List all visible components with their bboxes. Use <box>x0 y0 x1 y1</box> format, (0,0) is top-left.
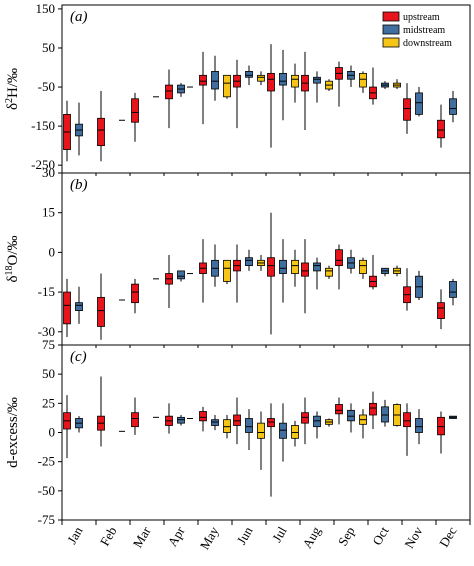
box-upstream <box>233 414 241 426</box>
y-tick-label: 25 <box>42 395 55 410</box>
box-upstream <box>437 119 445 139</box>
box-midstream <box>279 259 287 274</box>
box-midstream <box>177 270 185 280</box>
box-downstream <box>223 259 231 282</box>
y-axis-label: d-excess/‰ <box>5 397 21 468</box>
y-tick-label: -25 <box>38 454 55 469</box>
box-midstream <box>279 72 287 86</box>
y-axis-label: δ2H/‰ <box>4 68 21 110</box>
box-midstream <box>449 98 457 115</box>
box-upstream <box>437 302 445 319</box>
y-tick-label: 0 <box>49 425 56 440</box>
box-upstream <box>97 296 105 327</box>
y-tick-label: 0 <box>49 244 56 259</box>
box-upstream <box>301 262 309 277</box>
box-midstream <box>313 415 321 428</box>
y-axis-label: δ18O/‰ <box>4 235 21 282</box>
box-upstream <box>131 412 139 428</box>
y-tick-label: -75 <box>38 512 55 527</box>
box-midstream <box>279 422 287 439</box>
box-upstream <box>165 84 173 100</box>
x-tick-label: Mar <box>130 523 154 550</box>
box-midstream <box>415 418 423 433</box>
x-tick-label: Aug <box>299 524 323 551</box>
legend-swatch-downstream <box>382 37 400 48</box>
box-downstream <box>223 419 231 433</box>
box-upstream <box>335 404 343 415</box>
y-tick-label: 30 <box>42 165 55 180</box>
y-tick-label: 75 <box>42 337 55 352</box>
box-midstream <box>177 416 185 424</box>
x-tick-label: Jun <box>234 524 256 548</box>
box-midstream <box>245 257 253 267</box>
box-upstream <box>267 257 275 277</box>
x-tick-label: May <box>197 524 222 553</box>
legend-label: downstream <box>403 38 452 49</box>
x-tick-label: Nov <box>401 524 425 551</box>
box-downstream <box>359 72 367 88</box>
panel-frame <box>61 172 471 346</box>
legend-label: midstream <box>403 25 445 36</box>
box-downstream <box>257 74 265 82</box>
box-midstream <box>211 71 219 90</box>
y-tick-label: 50 <box>42 40 55 55</box>
box-midstream <box>415 92 423 115</box>
box-upstream <box>199 74 207 86</box>
box-upstream <box>97 117 105 147</box>
x-tick-label: Dec <box>436 524 460 550</box>
box-downstream <box>257 422 265 439</box>
box-downstream <box>223 74 231 98</box>
x-tick-label: Sep <box>335 524 358 548</box>
y-tick-label: 150 <box>36 1 56 16</box>
y-tick-label: -50 <box>38 79 55 94</box>
box-midstream <box>347 409 355 422</box>
legend-swatch-upstream <box>382 11 400 22</box>
y-tick-label: -15 <box>38 284 55 299</box>
x-tick-label: Jan <box>64 524 86 547</box>
legend-label: upstream <box>403 12 440 23</box>
box-midstream <box>381 406 389 423</box>
y-tick-label: -250 <box>31 157 55 172</box>
x-tick-label: Apr <box>164 523 187 549</box>
legend-swatch-midstream <box>382 24 400 35</box>
box-downstream <box>325 267 333 277</box>
box-midstream <box>313 76 321 84</box>
box-upstream <box>403 98 411 121</box>
box-downstream <box>291 425 299 439</box>
box-upstream <box>403 412 411 428</box>
x-tick-label: Jul <box>269 524 290 545</box>
box-upstream <box>63 291 71 325</box>
box-midstream <box>313 262 321 272</box>
box-midstream <box>245 71 253 78</box>
x-tick-label: Oct <box>369 524 392 548</box>
box-upstream <box>301 412 309 424</box>
box-midstream <box>449 281 457 298</box>
box-upstream <box>267 418 275 428</box>
box-midstream <box>211 419 219 426</box>
y-tick-label: -50 <box>38 483 55 498</box>
box-midstream <box>75 302 83 311</box>
box-upstream <box>131 283 139 304</box>
box-upstream <box>199 411 207 422</box>
box-midstream <box>245 418 253 433</box>
x-tick-label: Feb <box>97 524 120 548</box>
y-tick-label: 50 <box>42 366 55 381</box>
panel-label: (c) <box>70 349 87 365</box>
box-upstream <box>131 98 139 123</box>
y-tick-label: -30 <box>38 324 55 339</box>
y-tick-label: -150 <box>31 118 55 133</box>
panel-frame <box>61 344 471 521</box>
box-downstream <box>291 259 299 274</box>
panel-label: (b) <box>70 177 88 193</box>
box-upstream <box>369 402 377 416</box>
panel-label: (a) <box>70 9 88 25</box>
box-upstream <box>267 72 275 92</box>
box-downstream <box>291 74 299 88</box>
box-upstream <box>437 416 445 436</box>
y-tick-label: 15 <box>42 205 55 220</box>
box-upstream <box>335 249 343 267</box>
box-downstream <box>359 259 367 274</box>
